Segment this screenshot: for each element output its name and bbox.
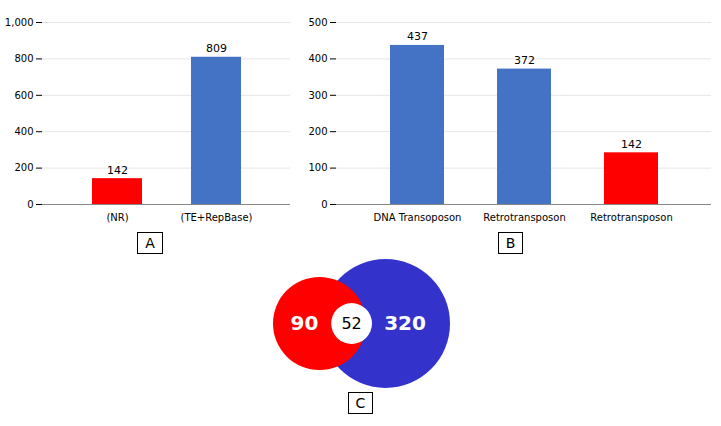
html-text:A: A [145,235,155,251]
svg-text:Retrotransposon: Retrotransposon [590,212,672,223]
svg-text:Retrotransposon: Retrotransposon [483,212,565,223]
svg-text:200: 200 [14,162,33,173]
svg-text:372: 372 [514,54,535,67]
svg-text:DNA Transoposon: DNA Transoposon [374,212,462,223]
svg-text:(NR): (NR) [106,212,128,223]
html-text:B: B [505,235,516,251]
svg-text:142: 142 [621,138,642,151]
svg-text:320: 320 [384,311,426,335]
svg-text:52: 52 [341,314,361,333]
svg-text:0: 0 [27,199,33,210]
html-text:C: C [355,395,366,411]
svg-text:300: 300 [308,90,327,101]
svg-text:200: 200 [308,126,327,137]
svg-text:(TE+RepBase): (TE+RepBase) [181,212,253,223]
svg-text:437: 437 [407,30,428,43]
svg-text:400: 400 [14,126,33,137]
svg-text:600: 600 [14,90,33,101]
svg-text:800: 800 [14,53,33,64]
svg-text:400: 400 [308,53,327,64]
svg-text:100: 100 [308,162,327,173]
svg-text:1,000: 1,000 [5,17,34,28]
svg-text:0: 0 [321,199,327,210]
svg-text:500: 500 [308,17,327,28]
svg-text:90: 90 [290,311,318,335]
svg-text:809: 809 [206,42,227,55]
svg-text:142: 142 [107,164,128,177]
